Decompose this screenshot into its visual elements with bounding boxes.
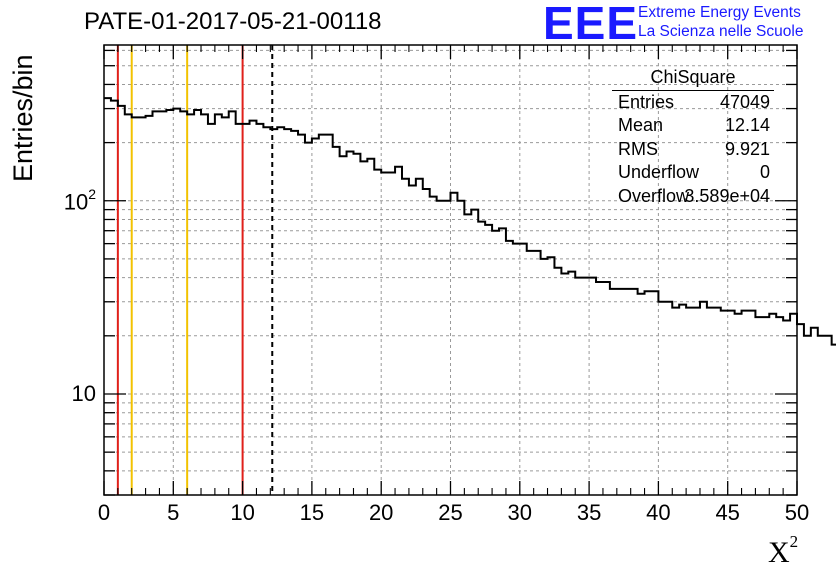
stats-title: ChiSquare xyxy=(612,66,774,91)
y-tick-label-10: 10 xyxy=(60,381,96,407)
logo-line-1: Extreme Energy Events xyxy=(638,4,801,21)
stats-key: Overflow xyxy=(618,185,690,206)
histogram-line xyxy=(104,97,836,346)
x-tick-label: 20 xyxy=(368,500,394,525)
x-tick-label: 10 xyxy=(230,500,255,525)
x-tick-label: 5 xyxy=(167,500,180,525)
stats-key: RMS xyxy=(618,138,658,159)
plot-frame xyxy=(103,44,798,496)
x-tick-label: 35 xyxy=(576,500,602,525)
stats-value: 12.14 xyxy=(724,115,770,135)
x-tick-label: 25 xyxy=(438,500,463,525)
stats-row: RMS 9.921 xyxy=(612,138,774,162)
axis-ticks xyxy=(103,45,798,496)
y-tick-100-base: 10 xyxy=(63,189,89,215)
x-axis-label-exp: 2 xyxy=(789,532,799,551)
x-axis-label: X2 xyxy=(768,532,798,570)
y-tick-10-text: 10 xyxy=(71,381,96,406)
y-tick-100-exp: 2 xyxy=(88,186,96,202)
x-tick-label: 50 xyxy=(784,500,810,525)
marker-lines xyxy=(116,45,274,495)
x-axis-label-base: X xyxy=(768,536,790,569)
logo-line-2: La Scienza nelle Scuole xyxy=(638,23,804,40)
x-tick-label: 40 xyxy=(646,500,671,525)
stats-key: Underflow xyxy=(618,162,700,182)
stats-value: 0 xyxy=(759,162,770,182)
x-tick-label: 0 xyxy=(97,500,111,525)
x-tick-label: 15 xyxy=(299,500,325,525)
chart-title: PATE-01-2017-05-21-00118 xyxy=(84,8,382,35)
stats-value: 47049 xyxy=(719,91,770,112)
stats-row: Overflow 3.589e+04 xyxy=(612,185,774,209)
eee-logo: EEE xyxy=(543,0,639,49)
stats-row: Entries 47049 xyxy=(612,91,774,115)
y-tick-label-100: 102 xyxy=(50,186,96,215)
stats-row: Mean 12.14 xyxy=(612,114,774,138)
stats-row: Underflow 0 xyxy=(612,161,774,185)
logo-tagline: Extreme Energy Events La Scienza nelle S… xyxy=(638,3,803,41)
grid-lines xyxy=(104,45,797,496)
stats-key: Entries xyxy=(618,91,675,112)
stats-box: ChiSquare Entries 47049 Mean 12.14 RMS 9.92… xyxy=(612,66,774,208)
stats-value: 3.589e+04 xyxy=(684,185,770,206)
x-tick-label: 45 xyxy=(715,500,740,525)
x-tick-label: 30 xyxy=(507,500,533,525)
stats-key: Mean xyxy=(618,115,664,135)
stats-value: 9.921 xyxy=(724,138,770,159)
y-axis-label: Entries/bin xyxy=(8,54,38,182)
